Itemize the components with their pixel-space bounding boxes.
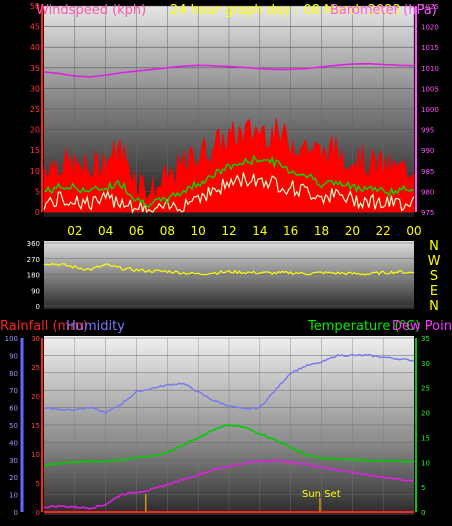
right-tick-label: 985 xyxy=(421,168,434,176)
humidity-tick-label: 10 xyxy=(9,492,18,500)
x-tick-label: 08 xyxy=(160,224,175,238)
x-tick-label: 16 xyxy=(283,224,298,238)
humidity-tick-label: 40 xyxy=(9,439,18,447)
rainfall-tick-label: 10 xyxy=(31,451,40,459)
left-tick-label: 20 xyxy=(30,126,40,135)
temperature-tick-label: 30 xyxy=(421,360,430,368)
left-tick-label: 45 xyxy=(30,23,40,32)
compass-label: S xyxy=(430,269,438,284)
x-tick-label: 18 xyxy=(314,224,329,238)
right-tick-label: 990 xyxy=(421,147,434,155)
humidity-tick-label: 20 xyxy=(9,474,18,482)
temperature-tick-label: 5 xyxy=(421,484,425,492)
x-tick-label: 00 xyxy=(406,224,421,238)
rainfall-tick-label: 0 xyxy=(36,509,40,517)
x-tick-label: 20 xyxy=(345,224,360,238)
sunset-label: Sun Set xyxy=(302,489,341,500)
compass-label: N xyxy=(429,299,439,314)
temperature-tick-label: 20 xyxy=(421,410,430,418)
temperature-series xyxy=(43,423,415,467)
left-tick-label: 35 xyxy=(30,64,40,73)
pressure-series xyxy=(43,62,415,78)
left-tick-label: 0 xyxy=(35,208,40,217)
humidity-tick-label: 50 xyxy=(9,422,18,430)
compass-label: W xyxy=(428,254,441,269)
right-tick-label: 1025 xyxy=(421,3,439,11)
wind-axis-title: Windspeed (kph) xyxy=(36,3,146,18)
direction-series xyxy=(43,262,415,276)
humidity-tick-label: 60 xyxy=(9,405,18,413)
temperature-tick-label: 10 xyxy=(421,459,430,467)
humidity-axis-title: Humidity xyxy=(66,319,125,334)
humidity-tick-label: 80 xyxy=(9,370,18,378)
direction-tick-label: 360 xyxy=(27,240,40,248)
x-tick-label: 10 xyxy=(191,224,206,238)
direction-tick-label: 270 xyxy=(27,256,40,264)
x-tick-label: 22 xyxy=(376,224,391,238)
humidity-tick-label: 70 xyxy=(9,387,18,395)
rainfall-tick-label: 25 xyxy=(31,364,40,372)
humidity-series xyxy=(43,353,415,415)
left-tick-label: 25 xyxy=(30,105,40,114)
right-tick-label: 1010 xyxy=(421,65,439,73)
humidity-tick-label: 0 xyxy=(14,509,18,517)
left-tick-label: 10 xyxy=(30,167,40,176)
temperature-tick-label: 35 xyxy=(421,335,430,343)
pressure-axis-title: Barometer (hPa) xyxy=(330,3,437,18)
dew-point-axis-title: Dew Point xyxy=(392,319,452,334)
left-tick-label: 5 xyxy=(35,187,40,196)
humidity-tick-label: 30 xyxy=(9,457,18,465)
left-tick-label: 30 xyxy=(30,84,40,93)
x-tick-label: 12 xyxy=(221,224,236,238)
wind-low-series xyxy=(43,172,415,214)
right-tick-label: 1005 xyxy=(421,85,439,93)
chart-title: 24 hour graph day : 08 March 2022 xyxy=(170,3,401,18)
humidity-tick-label: 100 xyxy=(5,335,18,343)
rainfall-tick-label: 20 xyxy=(31,393,40,401)
right-tick-label: 980 xyxy=(421,188,434,196)
compass-label: E xyxy=(430,284,438,299)
left-tick-label: 50 xyxy=(30,2,40,11)
humidity-tick-label: 90 xyxy=(9,352,18,360)
rainfall-tick-label: 30 xyxy=(31,335,40,343)
temperature-axis-title: Temperature (°C) xyxy=(307,319,420,334)
temperature-tick-label: 0 xyxy=(421,509,425,517)
direction-tick-label: 180 xyxy=(27,272,40,280)
right-tick-label: 995 xyxy=(421,127,434,135)
x-tick-label: 14 xyxy=(252,224,267,238)
rainfall-tick-label: 5 xyxy=(36,480,40,488)
right-tick-label: 1000 xyxy=(421,106,439,114)
x-tick-label: 04 xyxy=(98,224,113,238)
rainfall-tick-label: 15 xyxy=(31,422,40,430)
left-tick-label: 15 xyxy=(30,146,40,155)
x-tick-label: 02 xyxy=(67,224,82,238)
compass-label: N xyxy=(429,239,439,254)
temperature-tick-label: 25 xyxy=(421,385,430,393)
rainfall-axis-title: Rainfall (mm) xyxy=(0,319,88,334)
direction-panel-background xyxy=(44,241,414,309)
right-tick-label: 1015 xyxy=(421,44,439,52)
average-wind-series xyxy=(43,154,415,208)
temperature-tick-label: 15 xyxy=(421,434,430,442)
left-tick-label: 40 xyxy=(30,43,40,52)
dew-point-series xyxy=(43,459,415,510)
x-tick-label: 06 xyxy=(129,224,144,238)
direction-tick-label: 90 xyxy=(31,287,40,295)
right-tick-label: 975 xyxy=(421,209,434,217)
direction-tick-label: 0 xyxy=(36,303,40,311)
right-tick-label: 1020 xyxy=(421,24,439,32)
